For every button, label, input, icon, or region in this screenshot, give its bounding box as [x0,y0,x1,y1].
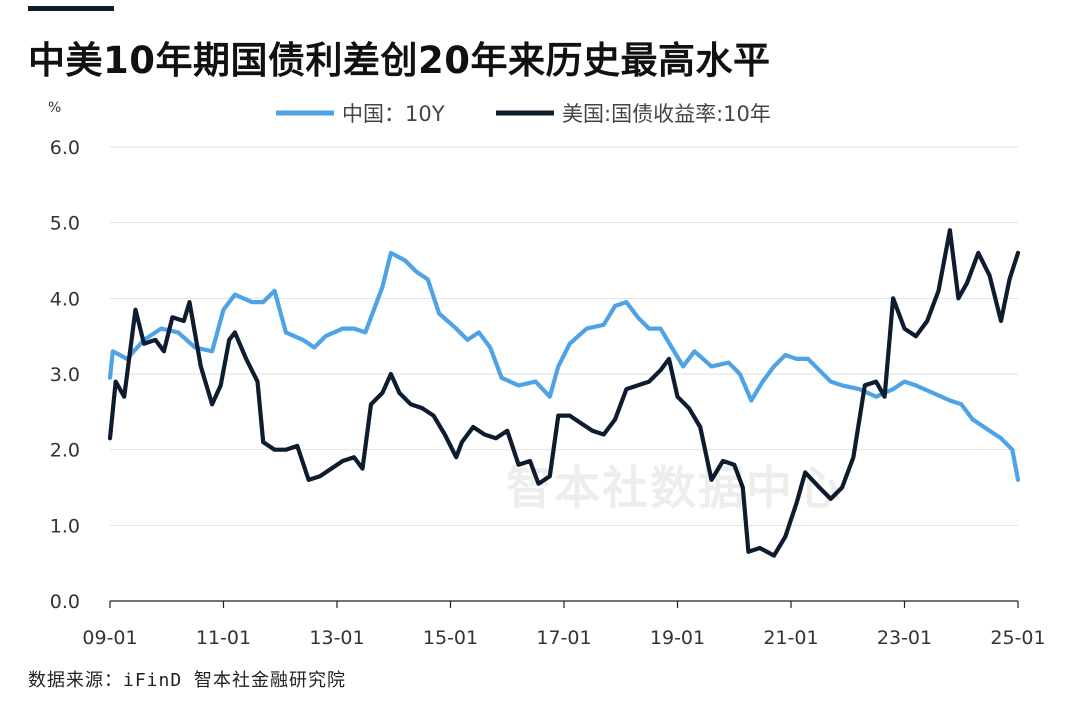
y-tick-label: 2.0 [50,440,80,462]
top-accent-rule [28,6,114,11]
x-tick-label: 09-01 [82,627,137,649]
legend-us-10y-text: 美国:国债收益率:10年 [562,102,771,126]
y-axis-unit-label: % [48,100,61,116]
x-tick-label: 13-01 [309,627,364,649]
y-tick-label: 5.0 [50,213,80,235]
x-tick-label: 23-01 [877,627,932,649]
series-line-china-10y [107,250,1021,482]
series-line-us-10y [107,228,1021,558]
x-tick-label: 11-01 [196,627,251,649]
y-tick-label: 0.0 [50,591,80,613]
y-tick-label: 6.0 [50,137,80,159]
x-tick-label: 19-01 [650,627,705,649]
legend-china-10y-text: 中国：10Y [342,102,445,126]
x-tick-label: 17-01 [536,627,591,649]
x-tick-label: 25-01 [990,627,1045,649]
x-tick-label: 15-01 [423,627,478,649]
x-tick-label: 21-01 [763,627,818,649]
y-tick-label: 3.0 [50,364,80,386]
y-tick-label: 4.0 [50,288,80,310]
y-tick-label: 1.0 [50,515,80,537]
source-note: 数据来源：iFinD 智本社金融研究院 [28,670,347,691]
chart-title: 中美10年期国债利差创20年来历史最高水平 [28,39,771,82]
